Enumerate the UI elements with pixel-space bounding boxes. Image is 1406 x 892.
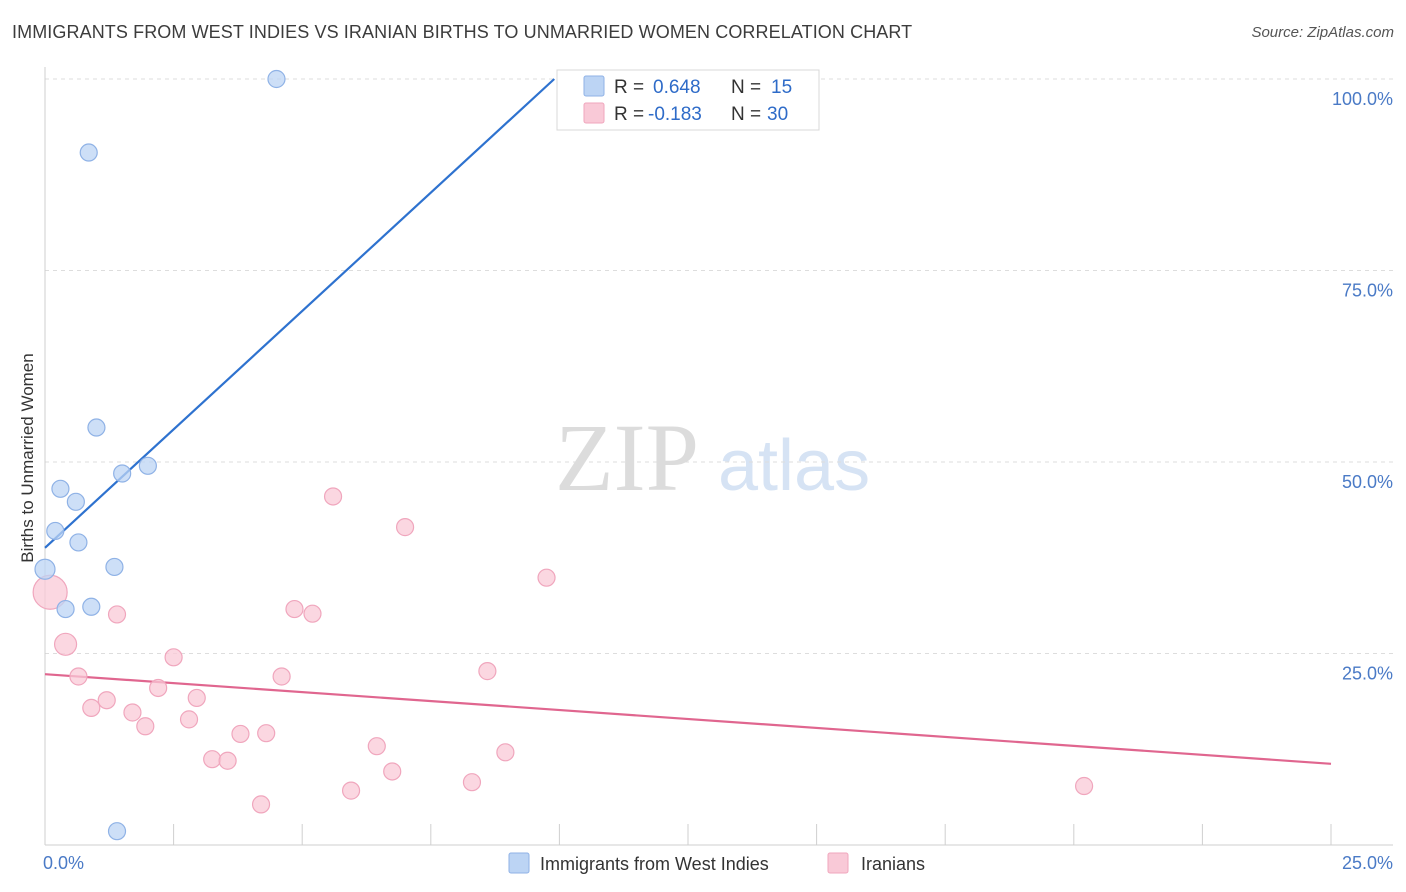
bottom-legend-swatch-pink (827, 852, 849, 874)
point-iranians (251, 795, 271, 814)
chart-title: IMMIGRANTS FROM WEST INDIES VS IRANIAN B… (12, 22, 913, 42)
point-iranians (218, 751, 237, 770)
point-west-indies (51, 479, 70, 498)
point-west-indies (66, 492, 85, 511)
point-west-indies (87, 418, 106, 437)
axes (44, 67, 1393, 846)
point-iranians (285, 599, 304, 619)
point-iranians (341, 781, 361, 800)
point-iranians (149, 678, 168, 698)
point-west-indies (82, 597, 101, 616)
stats-r-label-1: R = (614, 77, 644, 98)
stats-n-value-2: 30 (767, 104, 788, 125)
y-tick-label: 25.0% (1342, 664, 1393, 684)
point-iranians (164, 648, 183, 667)
stats-n-label-2: N = (731, 104, 761, 125)
point-iranians (69, 667, 88, 686)
point-iranians (395, 518, 415, 537)
point-iranians (478, 662, 497, 681)
stats-r-value-1: 0.648 (653, 77, 701, 98)
point-iranians (383, 762, 402, 781)
point-iranians (272, 667, 291, 686)
point-west-indies (46, 521, 65, 541)
point-iranians (82, 698, 101, 717)
point-iranians (187, 688, 206, 708)
point-west-indies (107, 822, 127, 841)
grid-lines (45, 78, 1393, 654)
point-iranians (496, 743, 515, 762)
point-west-indies (69, 533, 88, 552)
bottom-legend: Immigrants from West Indies Iranians (508, 852, 925, 874)
point-west-indies (34, 558, 56, 580)
bottom-legend-label-2: Iranians (861, 854, 925, 874)
point-iranians (136, 717, 155, 736)
watermark-zip: ZIP (555, 404, 699, 511)
point-iranians (231, 724, 250, 744)
point-west-indies (56, 599, 75, 619)
point-iranians (462, 773, 482, 792)
point-west-indies (105, 557, 124, 577)
source-label: Source: ZipAtlas.com (1251, 24, 1394, 41)
x-tick-label: 25.0% (1342, 853, 1393, 873)
y-tick-label: 50.0% (1342, 472, 1393, 492)
bottom-legend-label-1: Immigrants from West Indies (540, 854, 769, 874)
x-tick-label: 0.0% (43, 853, 84, 873)
point-iranians (203, 750, 222, 769)
point-iranians (257, 724, 276, 743)
trend-line-iranians (44, 673, 1332, 765)
point-iranians (367, 737, 386, 756)
point-west-indies (79, 143, 98, 162)
point-iranians (107, 605, 127, 624)
point-iranians (1074, 776, 1094, 796)
point-west-indies (113, 464, 132, 483)
point-iranians (537, 568, 556, 587)
point-west-indies (267, 69, 286, 89)
point-iranians (179, 710, 199, 729)
point-iranians (323, 487, 343, 506)
stats-legend: R = 0.648 N = 15 R = -0.183 N = 30 (556, 69, 820, 131)
legend-swatch-pink (583, 102, 605, 124)
point-iranians (53, 632, 78, 656)
y-tick-label: 100.0% (1332, 89, 1393, 109)
stats-n-label-1: N = (731, 77, 761, 98)
stats-r-label-2: R = (614, 104, 644, 125)
point-iranians (97, 691, 116, 710)
point-iranians (123, 703, 142, 722)
watermark-atlas: atlas (718, 426, 870, 506)
point-west-indies (138, 456, 157, 475)
y-axis-label: Births to Unmarried Women (18, 353, 37, 562)
stats-r-value-2: -0.183 (648, 104, 702, 125)
tick-labels: 25.0% 50.0% 75.0% 100.0% 0.0% 25.0% (43, 89, 1393, 873)
point-iranians (303, 604, 322, 623)
bottom-legend-swatch-blue (508, 852, 530, 874)
legend-swatch-blue (583, 75, 605, 97)
data-points (32, 69, 1094, 841)
stats-n-value-1: 15 (771, 77, 792, 98)
y-tick-label: 75.0% (1342, 281, 1393, 301)
